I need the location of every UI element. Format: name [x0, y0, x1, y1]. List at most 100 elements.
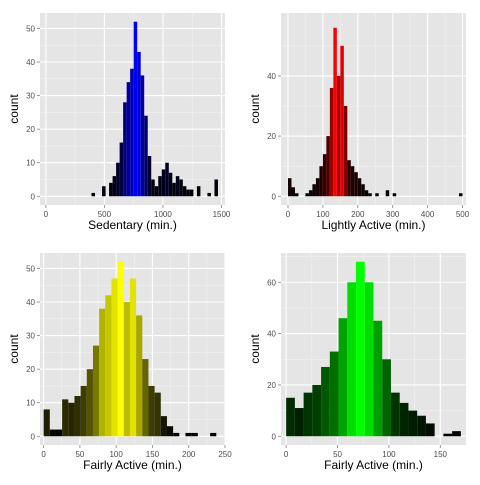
y-tick-label: 40 [267, 72, 276, 81]
histogram-bar [68, 402, 75, 437]
histogram-bar [425, 423, 435, 437]
histogram-bar [294, 408, 304, 437]
histogram-bar [399, 402, 409, 437]
tick-labels: 0 50 100 150 0 20 40 60 [267, 278, 447, 459]
histogram-bar [315, 178, 320, 197]
histogram-bar [321, 366, 330, 437]
x-tick-label: 100 [382, 450, 396, 459]
y-tick-label: 40 [267, 330, 276, 339]
y-tick-label: 20 [267, 132, 276, 141]
histogram-bar [179, 179, 183, 197]
histogram-bar [343, 105, 348, 197]
x-tick-label: 500 [456, 210, 470, 219]
histogram-bar [123, 102, 127, 197]
x-tick-label: 0 [284, 450, 289, 459]
histogram-bar [137, 51, 141, 197]
histogram-bar [172, 182, 176, 197]
histogram-bar [308, 190, 313, 197]
histogram-bar [147, 155, 152, 197]
y-tick-label: 0 [31, 192, 36, 201]
panel-sedentary: 0 500 1000 1500 0 10 20 30 40 50 Sedentary (min.)… [7, 13, 231, 232]
panel-fairly-active-yellow: 0 50 100 150 200 250 0 10 20 30 40 50 Fairly Active… [7, 253, 232, 472]
histogram-bar [356, 261, 365, 437]
histogram-bar [364, 282, 374, 437]
histogram-bar [158, 176, 162, 197]
histogram-bar [80, 385, 87, 437]
y-tick-label: 10 [26, 399, 35, 408]
y-tick-label: 60 [267, 278, 276, 287]
histogram-bar [375, 193, 379, 197]
y-tick-label: 40 [26, 58, 35, 67]
y-tick-label: 20 [26, 125, 35, 134]
y-tick-label: 20 [26, 365, 35, 374]
y-tick-label: 20 [267, 381, 276, 390]
histogram-bar [119, 142, 124, 197]
y-axis-title: count [7, 334, 21, 364]
histogram-bar [364, 190, 369, 197]
histogram-bar [175, 176, 180, 197]
histogram-bar [312, 384, 322, 437]
histogram-bar [333, 27, 337, 197]
y-axis-title: count [248, 94, 262, 124]
x-tick-label: 300 [386, 210, 400, 219]
histogram-bar [373, 320, 383, 437]
x-tick-label: 250 [218, 450, 232, 459]
histogram-bar [160, 416, 167, 437]
histogram-bar [326, 136, 330, 197]
histogram-bar [154, 186, 159, 197]
histogram-bar [116, 162, 120, 197]
bars [287, 27, 463, 197]
x-tick-label: 100 [316, 210, 330, 219]
tick-labels: 0 100 200 300 400 500 0 20 40 [267, 72, 470, 219]
histogram-bar [207, 192, 211, 197]
histogram-bar [443, 433, 453, 437]
histogram-bar [392, 193, 397, 197]
histogram-bar [459, 193, 463, 197]
bars [91, 21, 218, 197]
histogram-bar [214, 179, 218, 197]
x-tick-label: 1500 [213, 210, 231, 219]
histogram-bar [322, 154, 327, 197]
histogram-bar [105, 295, 112, 437]
histogram-bar [123, 302, 130, 437]
y-tick-label: 0 [272, 432, 277, 441]
histogram-bar [191, 432, 198, 437]
histogram-bar [129, 278, 137, 437]
y-tick-label: 0 [272, 192, 277, 201]
histogram-bar [357, 178, 362, 197]
histogram-bar [166, 426, 174, 437]
x-axis-title: Sedentary (min.) [88, 218, 177, 232]
histogram-bar [303, 392, 313, 437]
histogram-bar [319, 166, 323, 197]
y-tick-label: 40 [26, 298, 35, 307]
histogram-bar [185, 432, 192, 437]
bars [286, 261, 461, 437]
histogram-bar [329, 351, 339, 437]
histogram-bar [312, 184, 316, 197]
x-axis-title: Fairly Active (min.) [83, 458, 182, 472]
histogram-bar [92, 345, 100, 437]
y-tick-label: 10 [26, 159, 35, 168]
histogram-bar [86, 369, 93, 437]
histogram-bar [91, 192, 96, 197]
histogram-bar [102, 186, 106, 197]
histogram-bar [154, 392, 161, 437]
histogram-bar [182, 186, 187, 197]
histogram-bar [336, 75, 341, 197]
x-tick-label: 0 [44, 210, 49, 219]
histogram-bar [338, 318, 348, 437]
x-tick-label: 1000 [154, 210, 172, 219]
x-tick-label: 150 [146, 450, 160, 459]
x-tick-label: 0 [41, 450, 46, 459]
x-tick-label: 500 [98, 210, 112, 219]
y-tick-label: 30 [26, 92, 35, 101]
histogram-bar [196, 186, 201, 197]
y-tick-label: 30 [26, 332, 35, 341]
tick-labels: 0 500 1000 1500 0 10 20 30 40 50 [26, 24, 231, 219]
y-axis-title: count [248, 334, 262, 364]
x-tick-label: 50 [333, 450, 342, 459]
histogram-bar [133, 21, 138, 197]
histogram-bar [361, 184, 365, 197]
